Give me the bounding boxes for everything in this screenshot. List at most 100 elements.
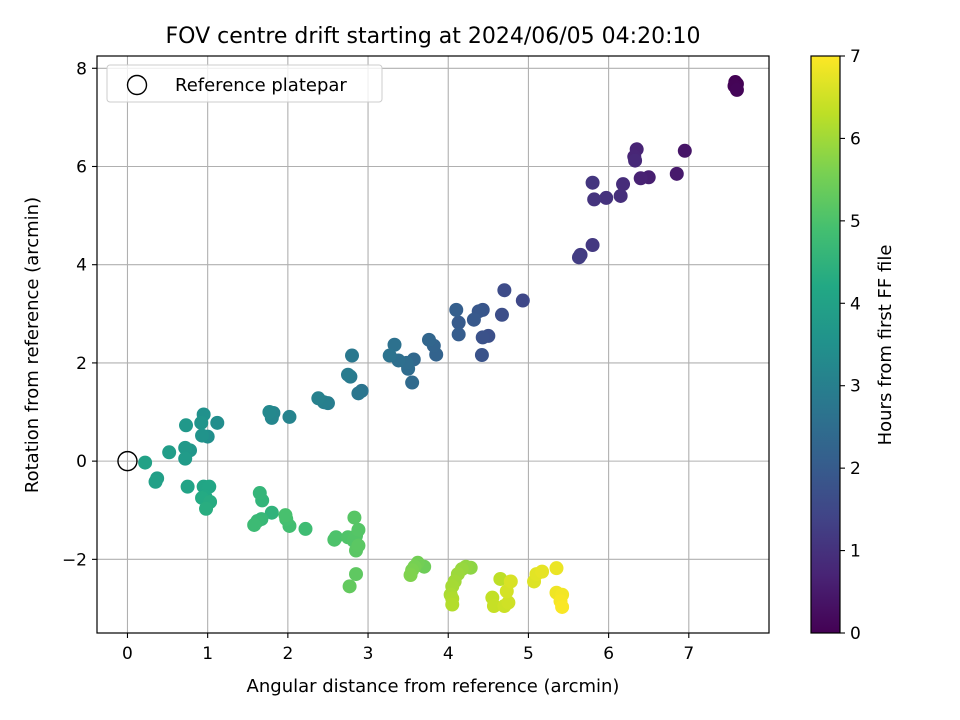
x-axis-ticks: 0 1 2 3 4 5 6 7	[122, 633, 694, 664]
data-point	[195, 428, 210, 443]
legend-marker-reference	[126, 74, 148, 96]
data-point	[340, 367, 355, 382]
data-point	[449, 302, 464, 317]
data-point	[264, 505, 279, 520]
y-tick-label: 8	[76, 59, 87, 79]
data-point	[474, 348, 489, 363]
data-point	[405, 375, 420, 390]
data-point	[466, 312, 481, 327]
data-point	[351, 522, 366, 537]
data-point	[494, 307, 509, 322]
data-point	[347, 510, 362, 525]
data-point	[451, 315, 466, 330]
data-point	[252, 486, 267, 501]
data-point	[262, 405, 277, 420]
data-point	[535, 564, 550, 579]
colorbar-tick-label: 6	[850, 129, 861, 149]
data-point	[628, 153, 643, 168]
data-point	[571, 250, 586, 265]
data-point	[555, 599, 570, 614]
colorbar-ticks: 0 1 2 3 4 5 6 7	[840, 47, 861, 644]
reference-platepar-marker	[117, 450, 138, 472]
colorbar-tick-label: 7	[850, 47, 861, 67]
y-tick-label: 4	[76, 256, 87, 276]
data-point	[486, 598, 501, 613]
data-point	[210, 415, 225, 430]
data-point	[351, 538, 366, 553]
x-tick-label: 4	[443, 644, 454, 664]
data-point	[138, 455, 153, 470]
data-point	[549, 561, 564, 576]
colorbar: 0 1 2 3 4 5 6 7 Hours from first FF file	[810, 47, 896, 644]
colorbar-tick-label: 1	[850, 542, 861, 562]
data-point	[451, 327, 466, 342]
data-point	[351, 386, 366, 401]
data-point	[162, 445, 177, 460]
y-axis-ticks: −2 0 2 4 6 8	[62, 59, 97, 570]
x-tick-label: 1	[202, 644, 213, 664]
plot-area-frame	[96, 55, 770, 634]
data-point	[278, 508, 293, 523]
data-point	[282, 409, 297, 424]
data-point	[503, 574, 518, 589]
data-point	[382, 348, 397, 363]
data-point	[497, 283, 512, 298]
data-point	[178, 451, 193, 466]
data-point	[633, 171, 648, 186]
colorbar-label: Hours from first FF file	[875, 245, 896, 446]
data-point	[247, 517, 262, 532]
data-point	[345, 348, 360, 363]
x-tick-label: 0	[122, 644, 133, 664]
data-point	[199, 501, 214, 516]
data-point	[403, 568, 418, 583]
data-point	[585, 238, 600, 253]
colorbar-tick-label: 3	[850, 377, 861, 397]
data-points	[138, 75, 744, 614]
legend: Reference platepar	[106, 64, 383, 103]
data-point	[298, 521, 313, 536]
data-point	[349, 567, 364, 582]
data-point	[445, 597, 460, 612]
legend-label-reference: Reference platepar	[175, 75, 347, 96]
data-point	[179, 418, 194, 433]
y-tick-label: 2	[76, 354, 87, 374]
colorbar-tick-label: 4	[850, 294, 861, 314]
data-point	[194, 415, 209, 430]
data-point	[387, 337, 402, 352]
colorbar-tick-label: 0	[850, 624, 861, 644]
data-point	[501, 595, 516, 610]
colorbar-tick-label: 2	[850, 459, 861, 479]
y-tick-label: 0	[76, 452, 87, 472]
y-tick-label: 6	[76, 157, 87, 177]
legend-box	[106, 64, 383, 103]
data-point	[613, 188, 628, 203]
data-point	[729, 82, 744, 97]
data-point	[342, 579, 357, 594]
data-point	[677, 143, 692, 158]
data-point	[148, 474, 163, 489]
data-point	[616, 177, 631, 192]
x-tick-label: 6	[603, 644, 614, 664]
data-point	[599, 190, 614, 205]
colorbar-gradient	[810, 55, 841, 634]
data-point	[180, 479, 195, 494]
data-point	[669, 166, 684, 181]
x-tick-label: 5	[523, 644, 534, 664]
x-tick-label: 7	[683, 644, 694, 664]
data-point	[475, 330, 490, 345]
data-point	[327, 532, 342, 547]
data-point	[421, 332, 436, 347]
y-axis-label: Rotation from reference (arcmin)	[22, 197, 43, 493]
data-point	[585, 175, 600, 190]
data-point	[311, 391, 326, 406]
data-point	[178, 440, 193, 455]
data-point	[587, 192, 602, 207]
x-axis-label: Angular distance from reference (arcmin)	[247, 676, 620, 697]
data-point	[515, 293, 530, 308]
y-tick-label: −2	[62, 550, 87, 570]
x-tick-label: 3	[363, 644, 374, 664]
colorbar-tick-label: 5	[850, 212, 861, 232]
x-tick-label: 2	[282, 644, 293, 664]
chart-title: FOV centre drift starting at 2024/06/05 …	[166, 24, 701, 49]
